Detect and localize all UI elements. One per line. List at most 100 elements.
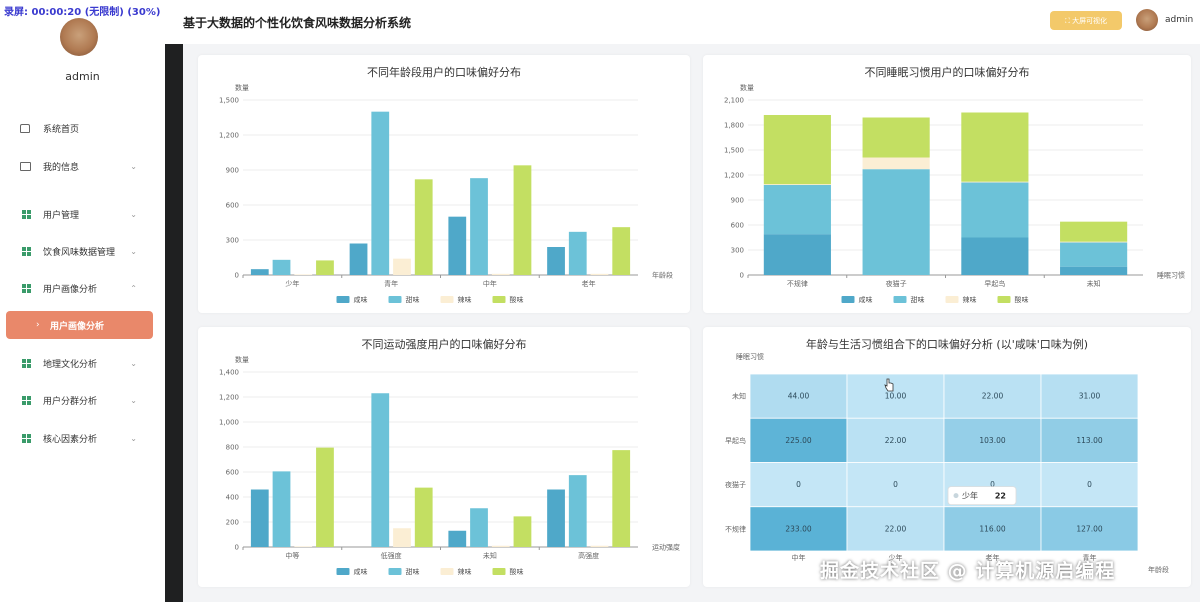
bar-酸味 — [316, 260, 334, 275]
heatmap-cell-value: 22.00 — [885, 524, 907, 533]
bar-甜味 — [371, 111, 390, 275]
y-tick-label: 1,500 — [724, 147, 744, 155]
y-tick-label: 300 — [226, 237, 239, 245]
heatmap-cell — [1040, 506, 1139, 552]
chart-panel-heatmap: 年龄与生活习惯组合下的口味偏好分析 (以'咸味'口味为例) 睡眠习惯 年龄段 未知 4… — [703, 327, 1191, 587]
heatmap-cell — [846, 373, 945, 419]
y-tick-label: 200 — [226, 519, 239, 527]
x-tick-label: 未知 — [483, 551, 497, 560]
sidebar-item-label: 饮食风味数据管理 — [43, 247, 116, 258]
bar-甜味 — [371, 393, 390, 547]
legend-label: 甜味 — [406, 295, 420, 304]
heatmap-cell — [1040, 373, 1139, 419]
heatmap-cell — [749, 462, 848, 508]
sidebar-item-user-profile[interactable]: 用户画像分析 ⌃ — [0, 273, 165, 303]
bar-辣味 — [491, 273, 510, 275]
sidebar-item-user-clustering[interactable]: 用户分群分析 ⌄ — [0, 385, 165, 415]
bar-甜味 — [568, 231, 587, 275]
heatmap-cell-value: 0 — [893, 480, 898, 489]
chart-title: 不同运动强度用户的口味偏好分布 — [361, 338, 527, 351]
bar-甜味 — [1060, 242, 1128, 267]
big-screen-button[interactable]: ⛶ 大屏可视化 — [1050, 11, 1122, 30]
chart-panel-sleep: 不同睡眠习惯用户的口味偏好分布 数量 0 300 600 900 1,200 1,500 1,… — [703, 55, 1191, 313]
bar-辣味 — [491, 545, 510, 547]
bar-辣味 — [1060, 241, 1128, 243]
bar-辣味 — [393, 258, 411, 275]
legend-swatch — [841, 296, 855, 303]
tooltip-label: 少年 — [962, 491, 978, 501]
bar-咸味 — [1060, 266, 1128, 275]
y-tick-label: 1,200 — [724, 172, 744, 180]
sidebar-subitem-user-profile-analysis[interactable]: › 用户画像分析 — [6, 311, 153, 339]
bar-咸味 — [250, 489, 269, 547]
chevron-down-icon: ⌄ — [130, 433, 137, 443]
legend-label: 咸味 — [354, 567, 368, 576]
y-tick-label: 0 — [235, 544, 239, 552]
bar-咸味 — [250, 269, 269, 275]
chevron-right-icon: › — [36, 320, 40, 330]
x-tick-label: 高强度 — [578, 551, 599, 560]
bar-咸味 — [961, 237, 1029, 275]
sidebar-item-home[interactable]: 系统首页 — [0, 113, 165, 143]
sidebar-item-user-management[interactable]: 用户管理 ⌄ — [0, 199, 165, 229]
legend-label: 酸味 — [510, 567, 524, 576]
bar-咸味 — [763, 234, 831, 275]
bar-咸味 — [547, 489, 565, 547]
legend-swatch — [388, 296, 402, 303]
y-tick-label: 2,100 — [724, 97, 744, 105]
bar-辣味 — [294, 546, 313, 547]
bar-甜味 — [568, 475, 587, 547]
heatmap-cell-value: 22.00 — [982, 392, 1004, 401]
x-tick-label: 早起鸟 — [984, 279, 1005, 288]
bar-酸味 — [763, 115, 831, 185]
sidebar-item-geo-culture[interactable]: 地理文化分析 ⌄ — [0, 348, 165, 378]
heatmap-cell — [1040, 462, 1139, 508]
sidebar-item-core-factors[interactable]: 核心因素分析 ⌄ — [0, 423, 165, 453]
legend-swatch — [945, 296, 959, 303]
y-tick-label: 600 — [731, 222, 744, 230]
legend-swatch — [893, 296, 907, 303]
chevron-down-icon: ⌄ — [130, 358, 137, 368]
y-tick-label: 600 — [226, 202, 239, 210]
page-title: 基于大数据的个性化饮食风味数据分析系统 — [183, 16, 412, 30]
y-axis-label: 数量 — [235, 355, 249, 364]
legend-swatch — [997, 296, 1011, 303]
sidebar-item-my-info[interactable]: 我的信息 ⌄ — [0, 151, 165, 181]
chevron-down-icon: ⌄ — [130, 246, 137, 256]
x-axis-label: 运动强度 — [652, 543, 680, 552]
bar-辣味 — [294, 274, 313, 275]
heatmap-cell — [749, 417, 848, 463]
x-tick-label: 青年 — [1083, 553, 1097, 562]
row-label: 夜猫子 — [725, 480, 746, 489]
tooltip-box — [947, 486, 1017, 506]
x-tick-label: 老年 — [582, 279, 596, 288]
heatmap-cell-value: 0 — [1087, 480, 1092, 489]
x-axis-label: 年龄段 — [1148, 565, 1169, 574]
bar-辣味 — [862, 157, 930, 170]
x-tick-label: 青年 — [384, 279, 398, 288]
chart-title: 不同睡眠习惯用户的口味偏好分布 — [864, 66, 1030, 79]
header-username[interactable]: admin — [1165, 15, 1194, 25]
header-avatar[interactable] — [1136, 9, 1158, 31]
sidebar-item-flavor-data[interactable]: 饮食风味数据管理 ⌄ — [0, 236, 165, 266]
bar-酸味 — [862, 117, 930, 158]
bar-咸味 — [547, 247, 565, 275]
avatar[interactable] — [60, 18, 98, 56]
bar-甜味 — [862, 169, 930, 275]
bar-酸味 — [414, 487, 433, 547]
heatmap-cell — [846, 417, 945, 463]
heatmap-cell — [749, 373, 848, 419]
y-tick-label: 1,200 — [219, 132, 239, 140]
sidebar-item-label: 系统首页 — [43, 124, 80, 135]
grid-icon — [22, 396, 31, 405]
x-tick-label: 中年 — [792, 553, 806, 562]
row-label: 未知 — [732, 392, 746, 401]
bar-甜味 — [272, 259, 291, 275]
sidebar-item-label: 地理文化分析 — [43, 359, 98, 370]
legend-label: 酸味 — [1015, 295, 1029, 304]
chart-title: 不同年龄段用户的口味偏好分布 — [367, 66, 521, 79]
legend-label: 甜味 — [911, 295, 925, 304]
heatmap-cell-value: 233.00 — [785, 524, 811, 533]
